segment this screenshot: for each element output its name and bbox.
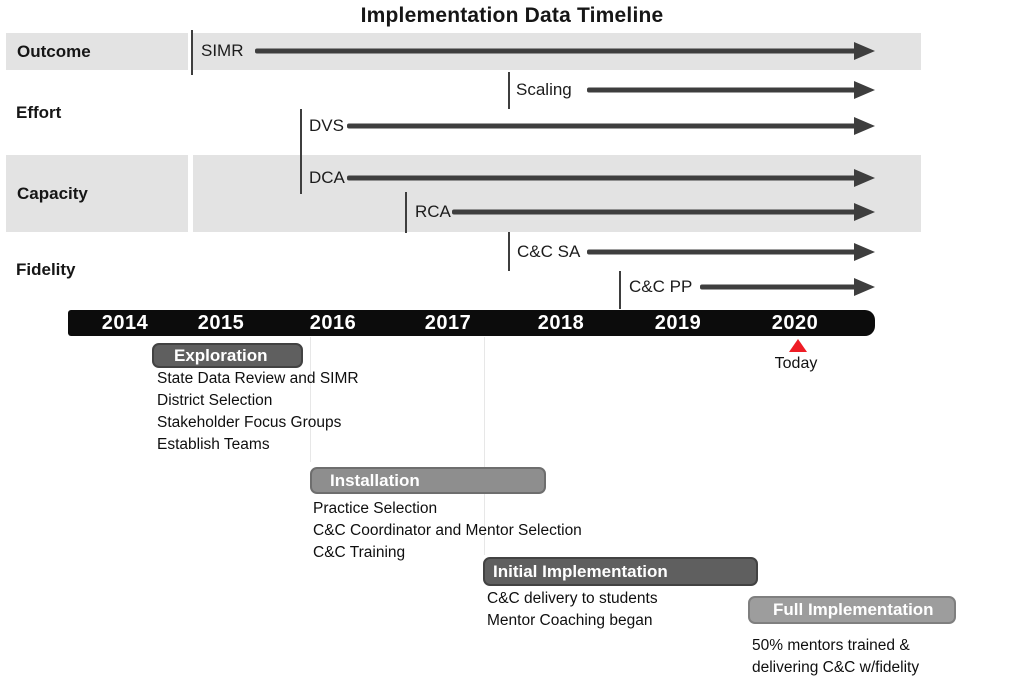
phase-box-initial-implementation: Initial Implementation	[483, 557, 758, 586]
simr-tick	[191, 30, 193, 75]
dca-arrow	[347, 169, 875, 187]
phase-box-installation: Installation	[310, 467, 546, 494]
scaling-label: Scaling	[516, 80, 572, 99]
timeline-axis: 2014 2015 2016 2017 2018 2019 2020	[68, 310, 875, 336]
year-label-2016: 2016	[309, 312, 357, 334]
cc-pp-tick	[619, 271, 621, 309]
year-label-2014: 2014	[101, 312, 149, 334]
row-label-capacity: Capacity	[17, 183, 88, 203]
arrow-shaft	[347, 175, 859, 181]
scaling-tick	[508, 72, 510, 109]
phase-item: State Data Review and SIMR	[157, 370, 359, 387]
arrow-shaft	[587, 249, 859, 255]
phase-items-installation: Practice Selection C&C Coordinator and M…	[313, 498, 582, 564]
capacity-track-band	[193, 155, 921, 232]
dvs-label: DVS	[309, 116, 344, 135]
year-label-2020: 2020	[771, 312, 819, 334]
phase-item: C&C Coordinator and Mentor Selection	[313, 522, 582, 539]
outcome-label-band	[6, 33, 188, 70]
dvs-arrow	[347, 117, 875, 135]
cc-sa-arrow	[587, 243, 875, 261]
capacity-label-band	[6, 155, 188, 232]
arrow-head-icon	[854, 203, 875, 221]
row-label-outcome: Outcome	[17, 41, 91, 61]
phase-item: Mentor Coaching began	[487, 612, 653, 629]
cc-pp-label: C&C PP	[629, 277, 693, 296]
arrow-shaft	[700, 284, 859, 290]
phase-item: C&C Training	[313, 544, 406, 561]
cc-sa-label: C&C SA	[517, 242, 581, 261]
today-marker-icon	[789, 339, 807, 352]
phase-item: Practice Selection	[313, 500, 438, 517]
phase-gridline-initial-implementation	[484, 337, 485, 555]
simr-label: SIMR	[201, 41, 244, 60]
arrow-shaft	[347, 123, 859, 129]
phase-item: delivering C&C w/fidelity	[752, 659, 920, 676]
dvs-dca-tick	[300, 109, 302, 194]
phase-items-full-implementation: 50% mentors trained & delivering C&C w/f…	[752, 635, 919, 679]
arrow-shaft	[452, 209, 859, 215]
dca-label: DCA	[309, 168, 345, 187]
phase-item: Establish Teams	[157, 436, 270, 453]
phase-items-initial-implementation: C&C delivery to students Mentor Coaching…	[487, 588, 658, 632]
year-label-2019: 2019	[654, 312, 702, 334]
arrow-head-icon	[854, 117, 875, 135]
cc-pp-arrow	[700, 278, 875, 296]
row-label-fidelity: Fidelity	[16, 260, 76, 279]
page-title: Implementation Data Timeline	[360, 4, 664, 27]
row-label-effort: Effort	[16, 103, 62, 122]
phase-items-exploration: State Data Review and SIMR District Sele…	[157, 368, 359, 456]
cc-sa-tick	[508, 232, 510, 271]
phase-gridline-installation	[310, 337, 311, 462]
year-label-2017: 2017	[424, 312, 472, 334]
year-label-2018: 2018	[537, 312, 585, 334]
scaling-arrow	[587, 81, 875, 99]
arrow-head-icon	[854, 278, 875, 296]
phase-item: 50% mentors trained &	[752, 637, 910, 654]
rca-tick	[405, 192, 407, 233]
phase-box-full-implementation: Full Implementation	[748, 596, 956, 624]
phase-box-exploration: Exploration	[152, 343, 303, 368]
arrow-head-icon	[854, 42, 875, 60]
year-label-2015: 2015	[197, 312, 245, 334]
rca-arrow	[452, 203, 875, 221]
rca-label: RCA	[415, 202, 451, 221]
today-label: Today	[774, 355, 818, 372]
phase-item: District Selection	[157, 392, 273, 409]
arrow-shaft	[255, 48, 859, 54]
phase-item: Stakeholder Focus Groups	[157, 414, 342, 431]
phase-item: C&C delivery to students	[487, 590, 658, 607]
arrow-head-icon	[854, 243, 875, 261]
arrow-head-icon	[854, 81, 875, 99]
arrow-shaft	[587, 87, 859, 93]
simr-arrow	[255, 42, 875, 60]
arrow-head-icon	[854, 169, 875, 187]
